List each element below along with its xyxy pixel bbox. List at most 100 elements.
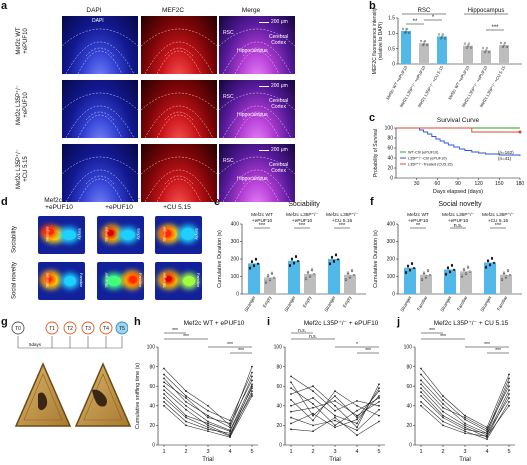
x-tick-label: 5 [377, 449, 380, 455]
data-point [446, 266, 450, 269]
category-label: Empty [262, 294, 273, 308]
chart-b: 0 0.5 1.0 1.5 MEF2C fluorescence intensity (r… [372, 7, 522, 108]
trial-point [185, 404, 187, 407]
heatmap-2-2 [97, 262, 144, 300]
trial-point [251, 387, 253, 390]
y-tick-label: 40 [406, 404, 412, 410]
trial-point [464, 416, 466, 419]
y-tick-label: 20 [149, 423, 155, 429]
region-outline [65, 170, 135, 202]
trial-point [420, 387, 422, 390]
data-point [463, 42, 467, 45]
trial-point [334, 426, 336, 429]
x-tick-label: 30 [414, 181, 420, 187]
y-tick-label: 40 [276, 404, 282, 410]
trial-point [356, 429, 358, 432]
trial-point [378, 408, 380, 411]
data-point [448, 270, 452, 273]
trial-point [356, 422, 358, 425]
trial-node-t5 [115, 321, 128, 335]
y-tick-label: 200 [231, 257, 240, 263]
trial-timeline: T0 T1 T2 T3 T4 T5 5days [11, 321, 128, 349]
chart-c: Survival Curve 0 20 40 60 80 100 30 60 90 120 150 18… [373, 117, 524, 195]
column-header-merge: Merge [241, 7, 261, 14]
data-point [346, 271, 350, 274]
heatmap-2-3 [155, 262, 202, 300]
trial-point [508, 393, 510, 395]
heat-spot [46, 276, 52, 282]
significance-label: *** [172, 328, 178, 334]
x-tick-label: 4 [485, 449, 488, 455]
heat-spot [62, 230, 76, 240]
data-point [308, 274, 312, 277]
region-outline [156, 50, 202, 74]
region-outline [77, 50, 123, 74]
trial-point [290, 387, 292, 390]
trial-point [464, 418, 466, 421]
heat-spot [121, 230, 135, 240]
trial-line-1 [163, 366, 253, 426]
trial-point [163, 393, 165, 395]
region-outline [77, 114, 123, 138]
data-point [421, 44, 425, 47]
trial-point [207, 430, 209, 433]
trial-point [163, 373, 165, 376]
micrograph-dapi-2 [62, 80, 138, 138]
trial-point [312, 390, 314, 392]
row-label-1: Mef2c WT +ePUF10 [16, 27, 29, 55]
data-point [504, 275, 508, 278]
data-point [424, 275, 428, 278]
data-point [332, 259, 336, 263]
y-tick-label: 60 [149, 384, 155, 390]
data-point [443, 37, 447, 40]
group-title: Mef2c L35P⁺/⁻ [442, 212, 474, 218]
heat-spot [46, 230, 62, 240]
data-point [266, 274, 270, 277]
trial-point [185, 416, 187, 419]
trial-point [312, 424, 314, 427]
region-outline [242, 175, 272, 185]
trial-point [229, 436, 231, 439]
chamber-label-left: Stranger [161, 272, 167, 288]
chart-title: Mef2c L35P⁺/⁻ + ePUF10 [304, 320, 379, 327]
trial-point [251, 385, 253, 388]
data-point [412, 266, 416, 270]
trial-point [229, 430, 231, 433]
trial-point [163, 400, 165, 403]
trial-label: T4 [103, 326, 109, 332]
region-outline [164, 47, 194, 57]
y-tick-label: 0 [279, 443, 282, 449]
scale-bar-label: 200 μm [271, 147, 288, 153]
data-point [420, 278, 424, 281]
y-tick-label: 80 [149, 364, 155, 370]
data-point [288, 264, 292, 267]
trial-point [163, 389, 165, 392]
group-title: Mef2c WT [407, 212, 429, 218]
trial-point [185, 390, 187, 392]
data-point [465, 46, 469, 49]
y-axis-label: Probability of Survival [373, 129, 379, 177]
group-title: +CU 5.15 [488, 218, 509, 224]
y-tick-label: 100 [274, 345, 283, 351]
data-point [423, 40, 427, 43]
trial-point [464, 432, 466, 435]
chamber-label-left: Stranger [161, 226, 167, 242]
survival-curve-3 [396, 127, 520, 133]
y-tick-label: 400 [387, 222, 396, 228]
data-point [268, 278, 272, 281]
chamber-label-right: Empty [77, 228, 83, 240]
data-point [352, 273, 356, 277]
data-point [450, 263, 454, 267]
label-rsc: RSC [223, 94, 234, 100]
data-point [485, 47, 489, 50]
category-label: Empty [302, 294, 313, 308]
data-point [401, 27, 405, 30]
trial-point [420, 373, 422, 376]
region-outline [141, 156, 217, 175]
region-outline [156, 114, 202, 138]
region-outline [222, 42, 292, 74]
category-label: Familiar [416, 295, 429, 312]
micrograph-mef-2 [141, 80, 217, 138]
panel-label-c: c [369, 112, 376, 124]
data-point [506, 269, 510, 272]
